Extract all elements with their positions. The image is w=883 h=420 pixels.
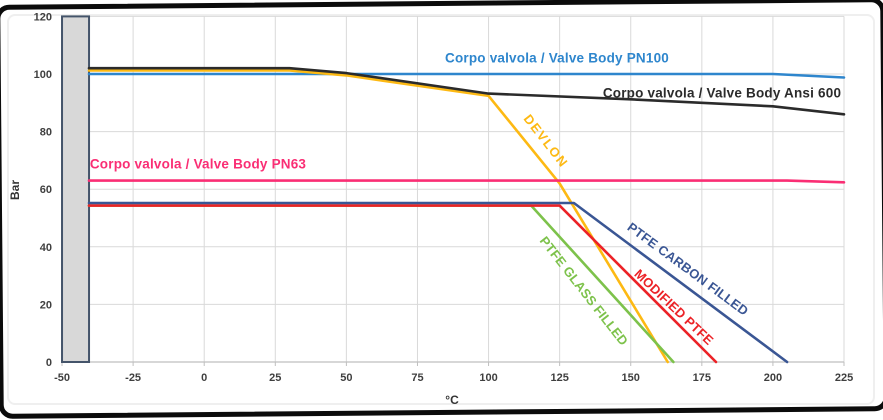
x-tick-label: -50 bbox=[54, 372, 70, 384]
y-tick-label: 80 bbox=[40, 127, 52, 139]
min-temperature-bar bbox=[61, 15, 91, 364]
series-label-valve-body-pn63: Corpo valvola / Valve Body PN63 bbox=[89, 156, 307, 172]
series-line-corpo-valvola-valve-body-pn63 bbox=[87, 179, 846, 184]
x-tick-label: 200 bbox=[764, 372, 782, 384]
series-line-devlon bbox=[87, 69, 670, 364]
x-tick-label: 175 bbox=[693, 372, 711, 384]
chart-outer-border bbox=[7, 14, 875, 405]
x-tick-label: 25 bbox=[269, 372, 281, 384]
series-label-valve-body-ansi-600: Corpo valvola / Valve Body Ansi 600 bbox=[602, 85, 842, 101]
series-line-modified-ptfe bbox=[87, 204, 718, 364]
y-tick-label: 0 bbox=[46, 357, 52, 369]
x-tick-label: 0 bbox=[201, 372, 207, 384]
x-tick-label: -25 bbox=[125, 372, 141, 384]
series-line-ptfe-carbon-filled bbox=[87, 201, 789, 364]
y-tick-label: 40 bbox=[40, 242, 52, 254]
series-line-corpo-valvola-valve-body-ansi-600 bbox=[87, 66, 846, 116]
x-tick-label: 125 bbox=[550, 372, 568, 384]
y-tick-label: 120 bbox=[34, 11, 52, 23]
y-tick-label: 20 bbox=[40, 299, 52, 311]
y-tick-label: 100 bbox=[34, 69, 52, 81]
x-tick-label: 50 bbox=[340, 372, 352, 384]
series-label-valve-body-pn100: Corpo valvola / Valve Body PN100 bbox=[445, 50, 669, 66]
x-tick-label: 225 bbox=[835, 372, 853, 384]
x-axis-title: °C bbox=[445, 393, 459, 407]
y-tick-label: 60 bbox=[40, 184, 52, 196]
x-tick-label: 75 bbox=[411, 372, 423, 384]
x-tick-label: 150 bbox=[622, 372, 640, 384]
x-tick-label: 100 bbox=[479, 372, 497, 384]
